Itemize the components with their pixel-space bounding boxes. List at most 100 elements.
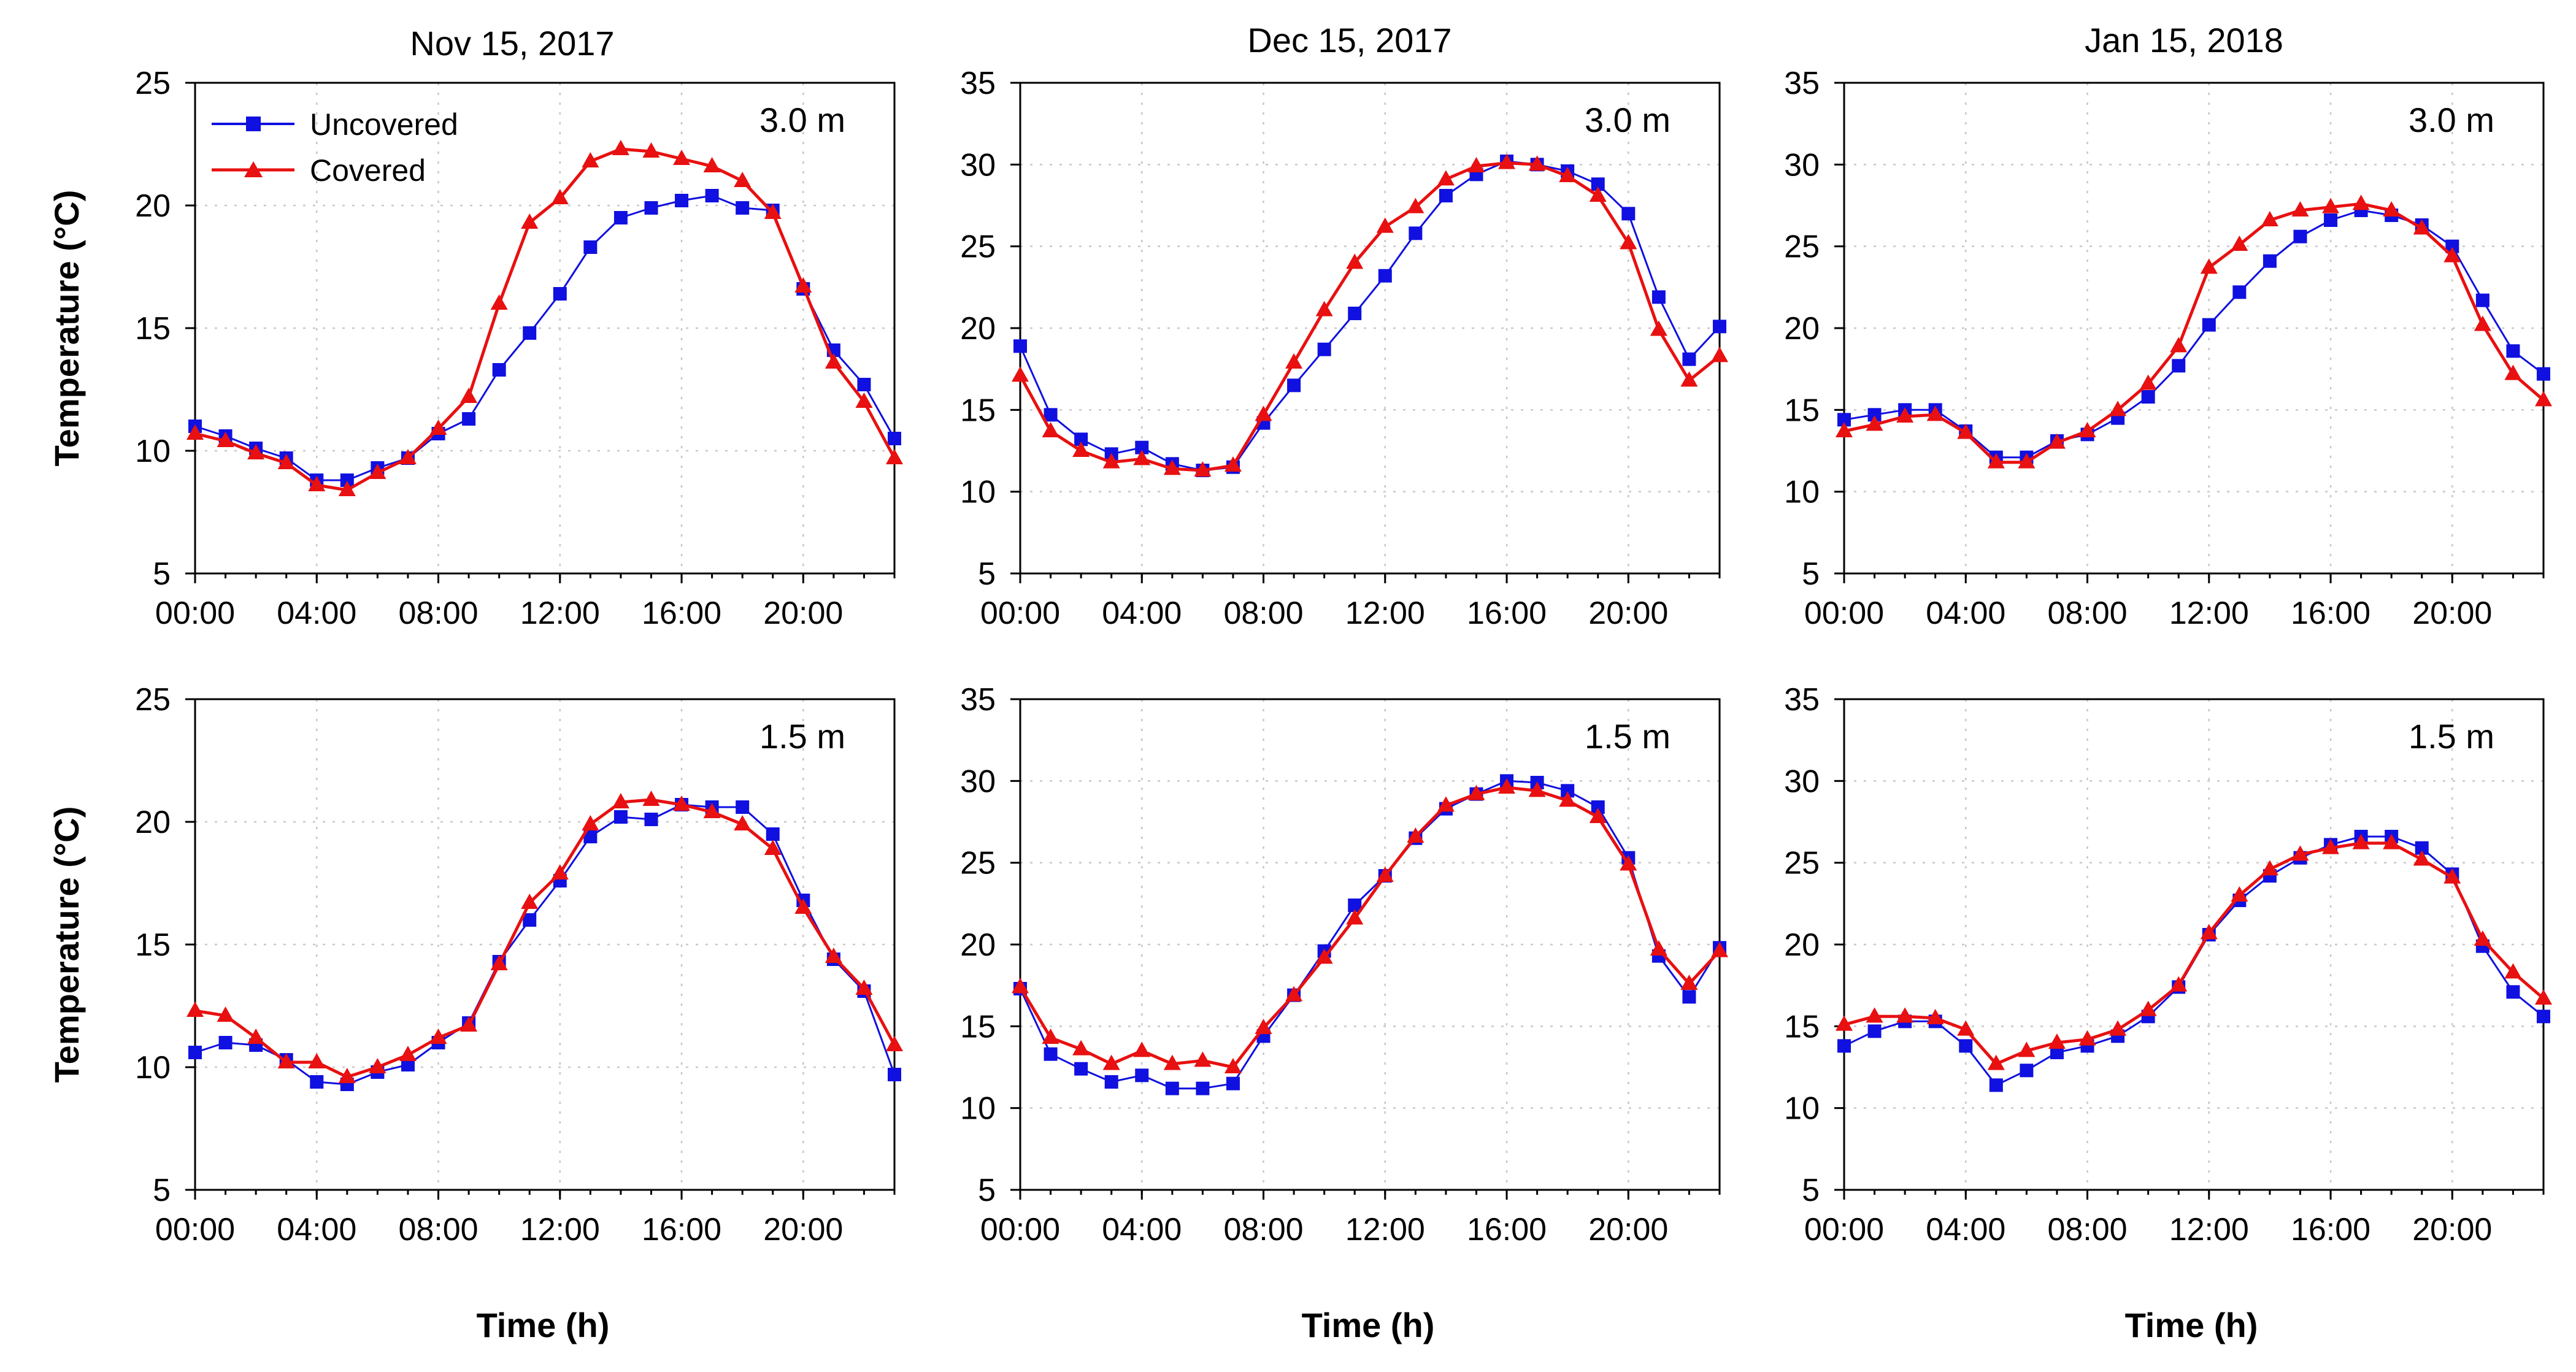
y-tick-label: 20: [960, 927, 996, 963]
data-point-covered: [399, 449, 417, 464]
data-point-uncovered: [2506, 344, 2520, 358]
data-point-covered: [2504, 364, 2522, 380]
data-point-covered: [1650, 320, 1667, 336]
data-point-uncovered: [310, 1075, 324, 1089]
data-point-uncovered: [1135, 1068, 1149, 1083]
data-point-covered: [2443, 247, 2461, 263]
data-point-covered: [2474, 315, 2491, 331]
y-tick-label: 25: [960, 846, 996, 881]
data-point-uncovered: [1348, 899, 1362, 912]
data-point-covered: [1620, 855, 1637, 871]
data-point-uncovered: [2415, 841, 2429, 855]
x-tick-label: 08:00: [2047, 596, 2127, 631]
data-point-uncovered: [1378, 269, 1392, 283]
y-tick-label: 20: [960, 311, 996, 347]
data-point-uncovered: [2202, 318, 2216, 332]
data-point-covered: [521, 213, 539, 229]
data-point-covered: [1589, 808, 1607, 823]
data-point-uncovered: [766, 827, 780, 841]
data-point-covered: [1987, 453, 2005, 469]
y-tick-label: 35: [1784, 682, 1820, 718]
y-axis-title-top: Temperature (°C): [47, 190, 86, 467]
data-point-uncovered: [2537, 367, 2550, 381]
data-point-covered: [277, 1053, 295, 1068]
data-point-covered: [1620, 234, 1637, 250]
data-point-uncovered: [583, 830, 598, 843]
data-point-covered: [2170, 337, 2188, 353]
data-point-covered: [217, 432, 234, 447]
data-point-uncovered: [1074, 432, 1088, 446]
data-point-uncovered: [2263, 254, 2277, 268]
data-point-uncovered: [1409, 226, 1423, 240]
data-point-uncovered: [1135, 440, 1149, 454]
data-point-covered: [2261, 860, 2278, 876]
data-point-covered: [2322, 197, 2340, 213]
data-point-uncovered: [1713, 320, 1726, 334]
series-line-covered: [194, 147, 896, 492]
data-point-covered: [2322, 838, 2340, 854]
data-point-covered: [886, 449, 903, 464]
data-point-uncovered: [2020, 1063, 2034, 1078]
plot-frame: [194, 698, 896, 1191]
data-point-covered: [308, 476, 326, 491]
data-point-covered: [521, 894, 539, 909]
plot-frame: [1019, 698, 1721, 1191]
data-point-covered: [1957, 423, 1975, 439]
data-point-covered: [1559, 791, 1577, 807]
data-point-uncovered: [553, 287, 567, 301]
x-tick-label: 16:00: [642, 1212, 721, 1247]
x-tick-label: 00:00: [1804, 596, 1884, 631]
data-point-uncovered: [1682, 990, 1696, 1004]
y-tick-label: 25: [1784, 846, 1820, 881]
data-point-covered: [1315, 301, 1333, 316]
legend-marker-uncovered: [246, 117, 261, 131]
y-tick-label: 5: [978, 1173, 996, 1208]
y-tick-label: 15: [1784, 393, 1820, 428]
data-point-covered: [1407, 827, 1424, 843]
data-point-covered: [673, 150, 691, 165]
x-tick-label: 00:00: [155, 1212, 235, 1247]
plot-frame: [194, 82, 896, 575]
data-point-covered: [886, 1036, 903, 1051]
data-point-uncovered: [188, 1046, 202, 1059]
plot-frame: [1843, 698, 2545, 1191]
x-tick-label: 16:00: [2291, 596, 2370, 631]
data-point-uncovered: [1013, 339, 1027, 353]
data-point-covered: [2504, 963, 2522, 979]
data-point-uncovered: [2506, 985, 2520, 999]
data-point-covered: [825, 353, 842, 369]
plot-jan-3m: 00:00 04:00 08:00 12:00 16:00 20:00 5 10 15 20 25 3…: [1784, 66, 2552, 631]
data-point-uncovered: [1837, 413, 1851, 427]
x-tick-label: 04:00: [1102, 1212, 1182, 1247]
data-point-covered: [1896, 407, 1914, 423]
data-point-covered: [794, 899, 812, 914]
series-line-covered: [1844, 841, 2545, 1066]
y-tick-label: 10: [1784, 1091, 1820, 1127]
data-point-uncovered: [888, 432, 901, 445]
data-point-covered: [1467, 157, 1485, 172]
data-point-covered: [2200, 258, 2218, 274]
legend-label-uncovered: Uncovered: [310, 107, 458, 142]
data-point-covered: [1650, 940, 1667, 956]
data-point-covered: [1194, 1051, 1212, 1067]
data-point-covered: [2413, 850, 2431, 866]
data-point-uncovered: [1867, 1024, 1882, 1038]
data-point-covered: [551, 189, 569, 204]
data-point-covered: [186, 424, 204, 440]
data-point-covered: [2352, 834, 2370, 849]
depth-label: 3.0 m: [759, 101, 845, 139]
data-point-covered: [582, 152, 599, 167]
data-point-covered: [1102, 1054, 1120, 1070]
data-point-covered: [1680, 371, 1698, 387]
x-tick-label: 20:00: [1588, 596, 1668, 631]
data-point-covered: [703, 157, 721, 172]
x-tick-label: 12:00: [520, 1212, 600, 1247]
data-point-covered: [1866, 1007, 1883, 1023]
x-tick-label: 16:00: [1467, 1212, 1547, 1247]
data-point-covered: [1072, 1040, 1090, 1056]
data-point-covered: [2078, 1030, 2096, 1046]
data-point-uncovered: [888, 1068, 901, 1081]
data-point-covered: [2352, 194, 2370, 210]
y-tick-label: 35: [960, 682, 996, 718]
data-point-uncovered: [2141, 390, 2155, 404]
